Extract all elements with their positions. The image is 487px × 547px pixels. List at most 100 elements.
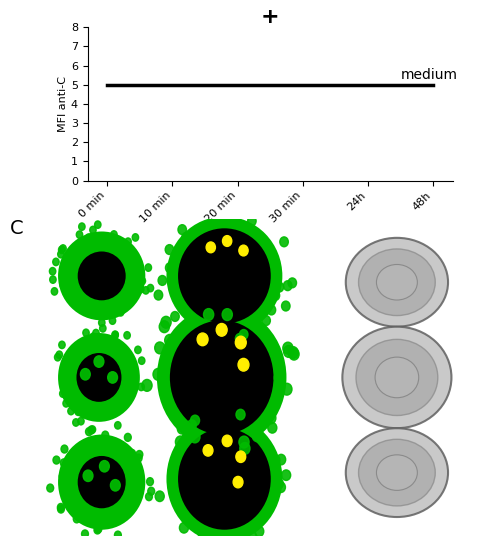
Circle shape (136, 451, 143, 458)
Circle shape (271, 455, 280, 465)
Circle shape (166, 263, 174, 273)
Circle shape (102, 431, 109, 439)
Ellipse shape (376, 455, 417, 490)
Circle shape (124, 433, 131, 441)
Circle shape (276, 482, 285, 492)
Circle shape (85, 234, 92, 241)
Circle shape (89, 426, 95, 433)
Circle shape (124, 331, 131, 339)
Circle shape (175, 436, 186, 448)
Circle shape (58, 246, 65, 253)
Circle shape (155, 342, 165, 354)
Circle shape (76, 231, 83, 238)
Ellipse shape (58, 231, 145, 321)
Ellipse shape (358, 249, 435, 316)
Circle shape (53, 258, 59, 266)
Circle shape (182, 432, 191, 443)
Ellipse shape (178, 228, 271, 323)
Circle shape (51, 288, 57, 295)
Circle shape (182, 232, 190, 242)
Circle shape (146, 493, 152, 501)
Ellipse shape (178, 428, 271, 529)
Circle shape (59, 341, 65, 348)
Circle shape (90, 226, 96, 234)
Circle shape (49, 267, 56, 275)
Circle shape (277, 455, 286, 465)
Circle shape (288, 347, 298, 358)
Circle shape (281, 470, 291, 480)
Circle shape (216, 323, 227, 336)
Circle shape (114, 422, 121, 429)
Circle shape (281, 301, 290, 311)
Circle shape (282, 383, 292, 395)
Circle shape (267, 305, 276, 315)
Circle shape (50, 276, 56, 283)
Circle shape (98, 319, 105, 327)
Circle shape (73, 515, 80, 523)
Circle shape (203, 445, 213, 456)
Circle shape (161, 316, 171, 328)
Circle shape (68, 408, 74, 415)
Circle shape (94, 221, 101, 229)
Circle shape (233, 476, 243, 488)
Circle shape (61, 445, 68, 453)
Circle shape (138, 383, 145, 391)
Circle shape (153, 369, 163, 380)
Circle shape (247, 216, 256, 226)
Circle shape (111, 231, 117, 238)
Ellipse shape (346, 238, 448, 327)
Circle shape (235, 334, 244, 344)
Circle shape (117, 309, 124, 316)
Ellipse shape (375, 357, 419, 398)
Circle shape (271, 290, 280, 300)
Circle shape (236, 451, 245, 462)
Circle shape (109, 317, 116, 324)
Circle shape (268, 422, 277, 433)
Circle shape (177, 423, 187, 434)
Circle shape (56, 351, 62, 358)
Circle shape (145, 264, 151, 271)
Circle shape (114, 531, 121, 539)
Ellipse shape (170, 321, 274, 434)
Circle shape (159, 321, 169, 333)
Ellipse shape (358, 439, 435, 506)
Ellipse shape (178, 428, 271, 529)
Circle shape (125, 238, 131, 246)
Circle shape (139, 277, 146, 284)
Circle shape (240, 443, 250, 455)
Circle shape (112, 331, 118, 339)
Circle shape (236, 409, 245, 420)
Circle shape (222, 309, 232, 321)
Text: medium: medium (401, 68, 458, 82)
Ellipse shape (78, 456, 126, 508)
Circle shape (283, 346, 294, 357)
Circle shape (190, 431, 200, 443)
Circle shape (53, 456, 60, 464)
Circle shape (75, 408, 81, 416)
Circle shape (235, 336, 246, 349)
Ellipse shape (167, 217, 282, 335)
Circle shape (206, 242, 215, 253)
Ellipse shape (346, 428, 448, 517)
Circle shape (55, 353, 61, 361)
Circle shape (60, 459, 67, 467)
Circle shape (178, 225, 187, 235)
Circle shape (179, 522, 188, 533)
Circle shape (266, 412, 276, 424)
Circle shape (154, 290, 163, 300)
Circle shape (63, 400, 69, 407)
Circle shape (283, 281, 292, 290)
Circle shape (274, 372, 284, 383)
Circle shape (223, 236, 232, 246)
Ellipse shape (157, 306, 286, 449)
Circle shape (143, 287, 149, 294)
Circle shape (135, 454, 142, 462)
Ellipse shape (58, 434, 145, 529)
Circle shape (94, 356, 104, 367)
Circle shape (59, 390, 66, 397)
Circle shape (190, 415, 200, 426)
Circle shape (100, 324, 106, 332)
Circle shape (83, 470, 93, 481)
Circle shape (275, 282, 283, 292)
Ellipse shape (376, 265, 417, 300)
